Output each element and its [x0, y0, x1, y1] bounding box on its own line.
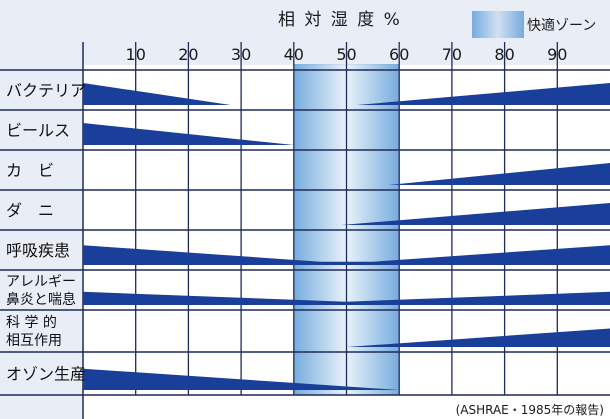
row-label-background — [0, 71, 81, 109]
row-label: 相互作用 — [6, 333, 62, 349]
series-wedge — [83, 245, 610, 265]
series-wedge — [83, 368, 610, 390]
series-wedge — [83, 83, 610, 105]
legend-swatch — [472, 11, 524, 38]
row-label-background — [0, 311, 81, 351]
row-label-background — [0, 111, 81, 149]
row-label: 科 学 的 — [6, 315, 57, 331]
row-label-background — [0, 151, 81, 189]
series-wedge — [83, 163, 610, 185]
row-label: ダ ニ — [6, 201, 54, 220]
row-label: 呼吸疾患 — [6, 241, 70, 260]
series-wedge — [83, 203, 610, 225]
row-label-background — [0, 271, 81, 309]
row-label: カ ビ — [6, 161, 54, 180]
row-label: 鼻炎と喘息 — [6, 291, 76, 308]
row-label: ビールス — [6, 121, 70, 140]
row-label: バクテリア — [6, 81, 86, 100]
series-wedge — [83, 328, 610, 347]
row-label-background — [0, 353, 81, 394]
row-label-background — [0, 191, 81, 229]
legend-label: 快適ゾーン — [527, 17, 596, 34]
row-label: オゾン生産 — [6, 365, 86, 384]
row-label: アレルギー — [6, 274, 76, 290]
source-note: (ASHRAE・1985年の報告) — [456, 403, 604, 417]
series-wedge — [83, 123, 610, 145]
series-wedge — [83, 291, 610, 305]
chart-title: 相 対 湿 度 % — [278, 10, 402, 30]
row-label-background — [0, 231, 81, 269]
